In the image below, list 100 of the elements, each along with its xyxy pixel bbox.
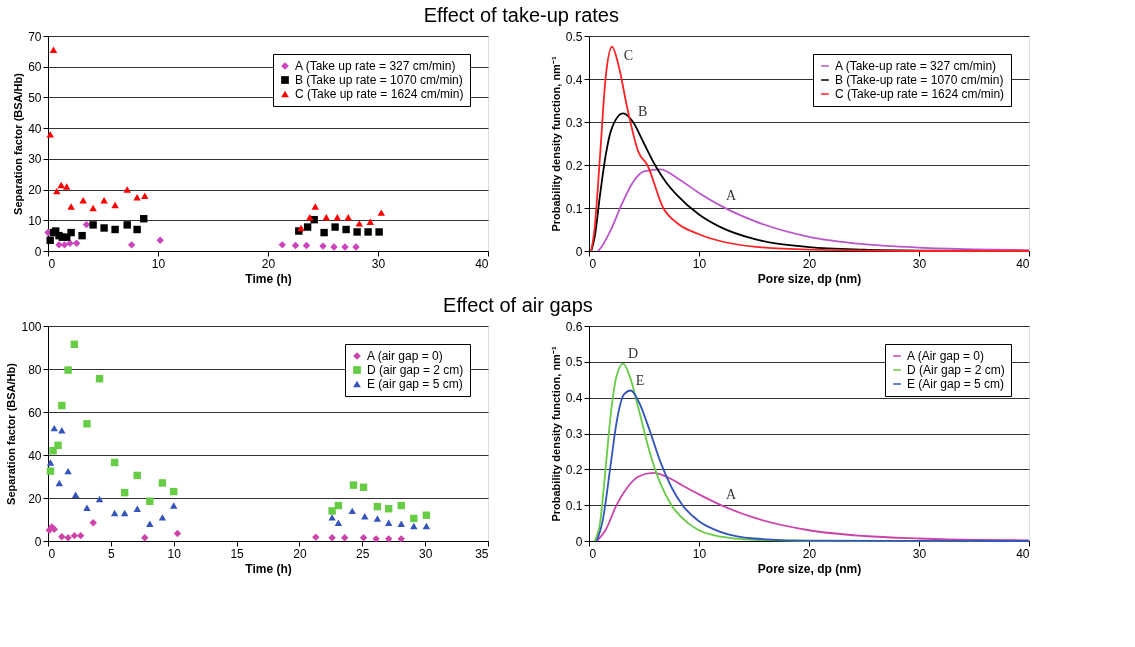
y-tick-label: 50 (28, 90, 42, 105)
point (64, 534, 72, 542)
point (100, 224, 108, 232)
legend-label: C (Take up rate = 1624 cm/min) (295, 87, 464, 101)
point (375, 228, 383, 236)
point (133, 225, 141, 234)
point (78, 231, 86, 240)
y-tick-label: 0.4 (565, 72, 583, 87)
chart-title: Effect of air gaps (443, 293, 593, 316)
point (410, 514, 418, 523)
legend-label: D (air gap = 2 cm) (367, 363, 464, 377)
point (64, 366, 72, 374)
legend-label: B (Take up rate = 1070 cm/min) (295, 73, 463, 87)
x-tick-label: 40 (1016, 256, 1030, 271)
point (46, 236, 54, 244)
point (127, 241, 136, 249)
point (58, 401, 66, 410)
x-tick-label: 30 (912, 546, 927, 561)
x-tick-label: 0 (48, 256, 56, 271)
x-tick-label: 35 (475, 546, 489, 561)
point (111, 201, 119, 209)
point (364, 228, 372, 236)
x-tick-label: 30 (912, 256, 927, 271)
y-tick-label: 60 (28, 405, 42, 420)
point (57, 181, 65, 189)
x-tick-label: 40 (475, 256, 489, 271)
point (110, 509, 119, 517)
point (67, 228, 75, 237)
x-tick-label: 20 (261, 256, 276, 271)
point (100, 197, 108, 204)
y-tick-label: 0 (575, 244, 583, 259)
point (46, 459, 55, 466)
point (331, 223, 339, 231)
legend-label: E (Air gap = 5 cm) (907, 377, 1005, 391)
point (349, 481, 358, 489)
y-axis-title: Probability density function, nm⁻¹ (549, 346, 562, 522)
point (156, 236, 164, 244)
point (384, 519, 393, 526)
point (340, 534, 349, 542)
point (146, 497, 154, 505)
point (49, 46, 58, 54)
point (353, 228, 361, 236)
point (410, 522, 418, 530)
point (170, 502, 178, 509)
legend-label: B (Take-up rate = 1070 cm/min) (835, 73, 1004, 87)
y-tick-label: 10 (28, 213, 42, 228)
y-axis-title: Separation factor (BSA/Hb) (12, 72, 25, 215)
point (334, 519, 343, 526)
line-series (595, 389, 1030, 542)
point (49, 446, 57, 455)
legend-label: A (Take-up rate = 327 cm/min) (835, 59, 997, 73)
point (83, 504, 91, 511)
x-tick-label: 0 (589, 546, 597, 561)
x-tick-label: 15 (230, 546, 245, 561)
point (291, 241, 300, 250)
point (373, 515, 382, 522)
point (278, 241, 287, 249)
x-tick-label: 20 (802, 256, 817, 271)
y-tick-label: 0 (575, 534, 583, 549)
point (397, 520, 405, 528)
point (146, 520, 154, 528)
point (111, 225, 119, 234)
point (62, 183, 71, 190)
point (342, 225, 350, 234)
point (422, 511, 431, 519)
annotation: B (638, 104, 648, 119)
point (377, 209, 386, 216)
y-tick-label: 0.3 (565, 427, 583, 441)
point (422, 522, 431, 530)
legend-label: C (Take-up rate = 1624 cm/min) (835, 87, 1005, 101)
chart-title: Effect of take-up rates (423, 3, 619, 26)
point (320, 228, 328, 237)
y-tick-label: 80 (28, 362, 42, 377)
point (120, 509, 129, 517)
y-tick-label: 0 (34, 534, 42, 549)
point (54, 441, 62, 450)
x-tick-label: 0 (48, 546, 56, 561)
annotation: C (623, 48, 634, 64)
x-axis-title: Time (h) (245, 561, 292, 576)
point (71, 491, 80, 498)
x-tick-label: 5 (108, 546, 116, 561)
point (173, 529, 182, 538)
point (311, 203, 320, 210)
point (67, 203, 75, 210)
point (89, 221, 97, 229)
point (355, 220, 364, 227)
point (312, 533, 320, 541)
point (95, 495, 104, 503)
y-tick-label: 20 (28, 183, 42, 198)
point (89, 519, 97, 527)
x-tick-label: 40 (1016, 546, 1030, 561)
point (76, 531, 85, 540)
point (55, 479, 64, 487)
point (366, 218, 375, 226)
point (66, 239, 74, 248)
point (83, 420, 91, 428)
point (384, 535, 393, 543)
point (328, 534, 336, 542)
point (72, 239, 81, 248)
y-tick-label: 0.5 (565, 355, 583, 370)
